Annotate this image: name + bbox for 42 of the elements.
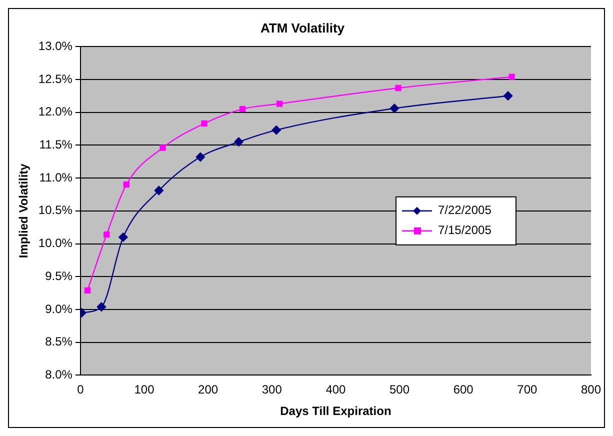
y-tick-label: 13.0%: [38, 38, 73, 53]
point: [276, 100, 283, 107]
x-axis-title: Days Till Expiration: [280, 404, 392, 418]
y-tick-label: 8.5%: [45, 334, 73, 349]
point: [201, 120, 208, 127]
point: [96, 302, 106, 312]
y-tick-label: 10.0%: [38, 236, 73, 250]
point: [104, 231, 110, 238]
y-tick-label: 11.0%: [39, 170, 73, 184]
point: [272, 125, 281, 135]
x-tick-label: 100: [134, 382, 155, 397]
y-axis-title: Implied Volatility: [16, 163, 31, 258]
x-tick-label: 800: [580, 382, 602, 397]
point: [196, 152, 206, 162]
point: [234, 137, 244, 146]
point: [390, 104, 400, 113]
point: [118, 232, 128, 242]
y-tick-label: 9.0%: [45, 302, 73, 316]
legend-label: 7/22/2005: [438, 203, 492, 218]
y-tick-label: 9.5%: [45, 268, 73, 283]
x-tick-label: 400: [326, 382, 346, 397]
x-tick-label: 200: [198, 382, 218, 397]
point: [154, 186, 164, 196]
x-tick-label: 700: [517, 382, 538, 397]
x-tick-label: 0: [77, 382, 84, 397]
x-tick-label: 600: [453, 382, 474, 397]
y-tick-label: 10.5%: [38, 203, 73, 218]
point: [503, 91, 513, 100]
point: [84, 287, 91, 294]
y-tick-label: 12.5%: [38, 72, 73, 86]
point: [395, 84, 402, 92]
x-tick-label: 500: [390, 382, 410, 397]
chart-title: ATM Volatility: [260, 20, 346, 36]
x-tick-label: 300: [262, 382, 282, 397]
y-tick-label: 8.0%: [45, 368, 73, 382]
legend-label: 7/15/2005: [438, 223, 492, 238]
point: [123, 182, 130, 188]
point: [239, 106, 246, 112]
y-tick-label: 12.0%: [38, 104, 73, 119]
point: [160, 144, 166, 151]
point: [508, 74, 515, 80]
y-tick-label: 11.5%: [39, 137, 73, 152]
